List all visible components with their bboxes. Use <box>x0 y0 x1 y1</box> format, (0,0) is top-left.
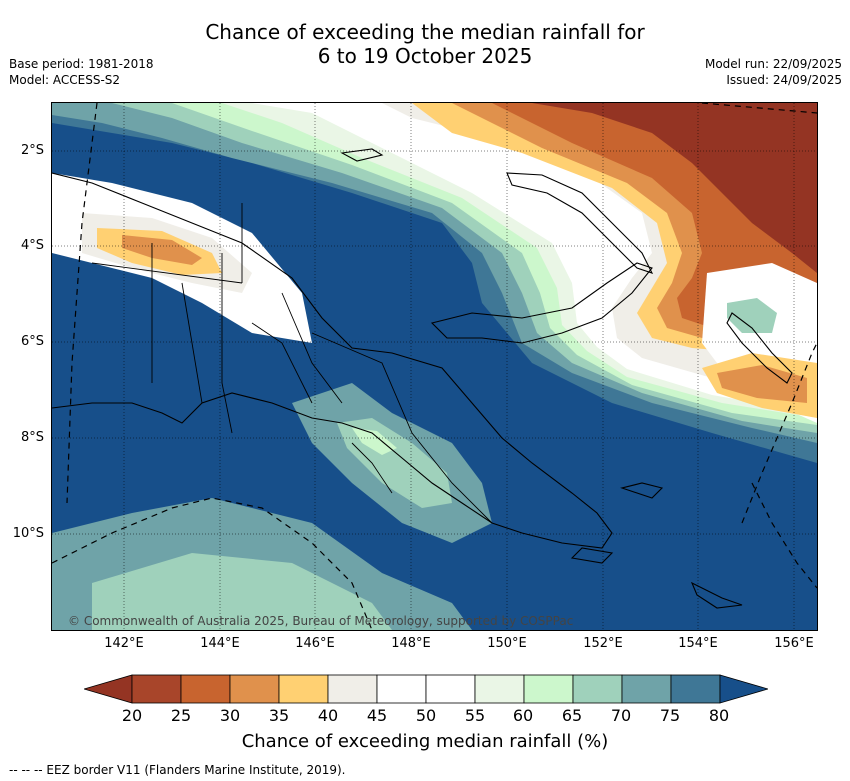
colorbar <box>84 674 768 704</box>
cb-tick-60: 60 <box>512 706 534 725</box>
cb-tick-35: 35 <box>268 706 290 725</box>
lat-label-6s: 6°S <box>20 334 44 349</box>
colorbar-cell <box>474 674 525 704</box>
colorbar-cell <box>278 674 329 704</box>
contour-sw-65 <box>92 553 392 630</box>
colorbar-cell <box>425 674 476 704</box>
colorbar-arrow-low <box>84 674 133 704</box>
lat-label-10s: 10°S <box>12 526 44 541</box>
lon-label-156e: 156°E <box>774 636 814 651</box>
colorbar-cell <box>621 674 672 704</box>
cb-tick-25: 25 <box>170 706 192 725</box>
new-guinea-coastline <box>52 172 613 549</box>
lat-label-2s: 2°S <box>20 143 44 158</box>
cb-tick-80: 80 <box>708 706 730 725</box>
issued-label: Issued: 24/09/2025 <box>726 73 842 87</box>
bougainville-coastline <box>726 312 793 384</box>
colorbar-cell <box>523 674 574 704</box>
title-line-2: 6 to 19 October 2025 <box>317 44 533 68</box>
eez-east <box>741 342 817 524</box>
cb-tick-30: 30 <box>219 706 241 725</box>
colorbar-cell <box>131 674 182 704</box>
colorbar-cell <box>327 674 378 704</box>
colorbar-cell <box>670 674 721 704</box>
lon-label-148e: 148°E <box>391 636 431 651</box>
eez-southwest <box>52 497 373 630</box>
rainfall-map: © Commonwealth of Australia 2025, Bureau… <box>52 103 817 630</box>
contour-east-30 <box>717 365 807 403</box>
lon-label-154e: 154°E <box>678 636 718 651</box>
islands-southeast <box>570 482 743 609</box>
lon-label-152e: 152°E <box>583 636 623 651</box>
province-borders <box>91 203 493 524</box>
eez-southeast <box>751 482 817 589</box>
base-period-label: Base period: 1981-2018 <box>9 57 154 71</box>
colorbar-cell <box>229 674 280 704</box>
eez-northeast <box>701 103 817 114</box>
eez-west <box>66 103 98 504</box>
contour-band-20 <box>532 103 817 273</box>
colorbar-arrow-high <box>719 674 768 704</box>
graticule <box>52 103 817 630</box>
colorbar-cell <box>376 674 427 704</box>
model-run-label: Model run: 22/09/2025 <box>704 57 842 71</box>
cb-tick-65: 65 <box>561 706 583 725</box>
colorbar-cell <box>180 674 231 704</box>
lat-label-4s: 4°S <box>20 238 44 253</box>
colorbar-cell <box>572 674 623 704</box>
model-label: Model: ACCESS-S2 <box>9 73 121 87</box>
cb-tick-50: 50 <box>415 706 437 725</box>
new-ireland-coastline <box>506 172 654 274</box>
eez-borders <box>52 103 817 630</box>
lat-label-8s: 8°S <box>20 430 44 445</box>
contour-south-60 <box>352 428 397 455</box>
cb-tick-70: 70 <box>610 706 632 725</box>
manus-coastline <box>340 148 384 162</box>
colorbar-title: Chance of exceeding median rainfall (%) <box>241 731 609 752</box>
contour-east-green <box>727 298 777 333</box>
title-line-1: Chance of exceeding the median rainfall … <box>205 20 645 44</box>
cb-tick-55: 55 <box>464 706 486 725</box>
lon-label-150e: 150°E <box>487 636 527 651</box>
cb-tick-40: 40 <box>317 706 339 725</box>
lon-label-144e: 144°E <box>200 636 240 651</box>
lon-label-146e: 146°E <box>295 636 335 651</box>
cb-tick-20: 20 <box>121 706 143 725</box>
coastlines <box>52 148 793 609</box>
eez-legend: -- -- -- EEZ border V11 (Flanders Marine… <box>9 763 346 777</box>
contour-west-30 <box>122 235 202 265</box>
lon-label-142e: 142°E <box>104 636 144 651</box>
copyright-notice: © Commonwealth of Australia 2025, Bureau… <box>68 614 573 628</box>
new-britain-coastline <box>430 262 653 344</box>
cb-tick-75: 75 <box>659 706 681 725</box>
cb-tick-45: 45 <box>366 706 388 725</box>
colorbar-cells <box>131 674 721 704</box>
